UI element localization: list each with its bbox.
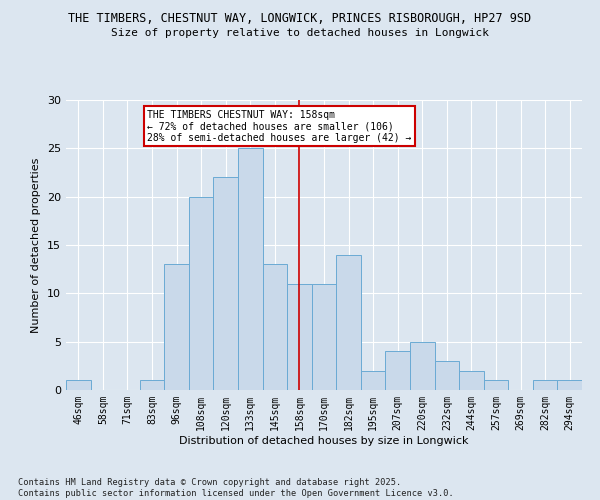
Bar <box>287 284 312 390</box>
Bar <box>140 380 164 390</box>
Bar <box>361 370 385 390</box>
Bar <box>484 380 508 390</box>
Bar <box>434 361 459 390</box>
Bar <box>410 342 434 390</box>
Bar <box>459 370 484 390</box>
Bar <box>164 264 189 390</box>
Bar <box>238 148 263 390</box>
Text: Contains HM Land Registry data © Crown copyright and database right 2025.
Contai: Contains HM Land Registry data © Crown c… <box>18 478 454 498</box>
Text: Size of property relative to detached houses in Longwick: Size of property relative to detached ho… <box>111 28 489 38</box>
Y-axis label: Number of detached properties: Number of detached properties <box>31 158 41 332</box>
Bar <box>533 380 557 390</box>
Text: THE TIMBERS CHESTNUT WAY: 158sqm
← 72% of detached houses are smaller (106)
28% : THE TIMBERS CHESTNUT WAY: 158sqm ← 72% o… <box>147 110 412 143</box>
Bar <box>385 352 410 390</box>
Text: THE TIMBERS, CHESTNUT WAY, LONGWICK, PRINCES RISBOROUGH, HP27 9SD: THE TIMBERS, CHESTNUT WAY, LONGWICK, PRI… <box>68 12 532 26</box>
Bar <box>336 254 361 390</box>
Bar <box>189 196 214 390</box>
Bar <box>66 380 91 390</box>
Bar <box>557 380 582 390</box>
Bar <box>312 284 336 390</box>
Bar <box>263 264 287 390</box>
Bar <box>214 178 238 390</box>
X-axis label: Distribution of detached houses by size in Longwick: Distribution of detached houses by size … <box>179 436 469 446</box>
